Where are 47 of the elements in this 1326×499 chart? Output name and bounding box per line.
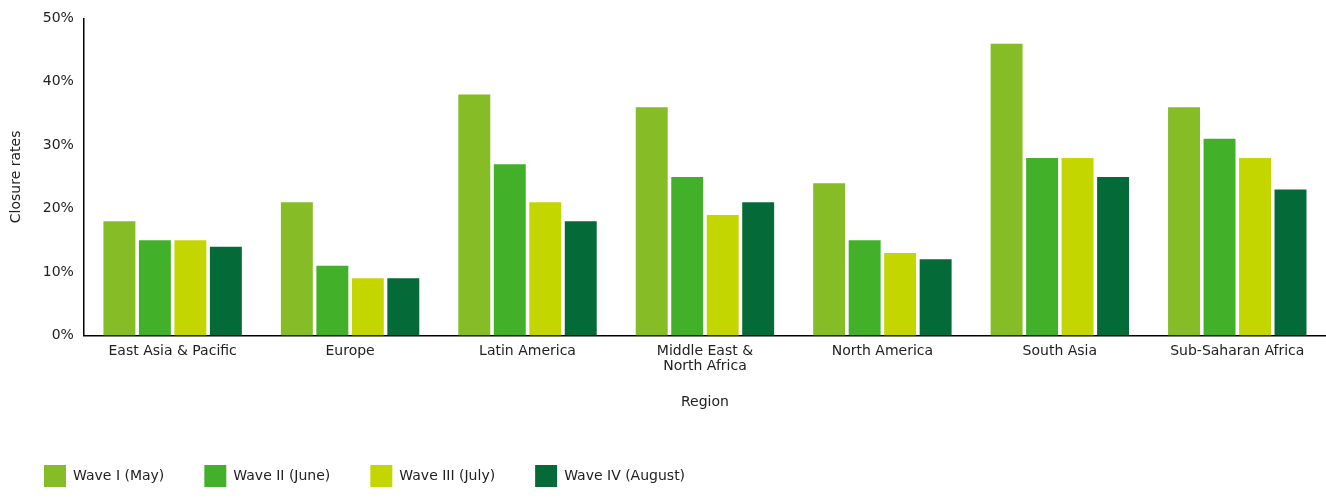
x-tick-label: South Asia — [1022, 341, 1098, 358]
y-tick-label: 30% — [42, 135, 74, 152]
bar — [351, 278, 384, 336]
bar — [848, 240, 881, 336]
bar — [1026, 157, 1059, 336]
bar — [280, 202, 313, 336]
bar — [138, 240, 171, 336]
bar — [1274, 189, 1307, 336]
legend-label: Wave II (June) — [233, 466, 331, 483]
legend-label: Wave III (July) — [399, 466, 496, 483]
bar — [1061, 157, 1094, 336]
bar — [742, 202, 775, 336]
x-axis-title: Region — [680, 393, 729, 410]
bar — [671, 176, 704, 336]
bar — [919, 259, 952, 336]
bar — [1239, 157, 1271, 336]
bar — [493, 164, 526, 336]
bar — [990, 43, 1023, 336]
legend-label: Wave I (May) — [73, 466, 165, 483]
bar — [1203, 138, 1236, 336]
bar — [174, 240, 207, 336]
bar — [316, 265, 349, 336]
bar — [635, 107, 668, 336]
bar — [387, 278, 420, 336]
legend-label: Wave IV (August) — [564, 466, 686, 483]
bar — [884, 252, 917, 336]
x-tick-label: Middle East & North Africa — [656, 341, 754, 374]
y-tick-label: 40% — [42, 72, 74, 89]
y-axis-title: Closure rates — [7, 130, 24, 224]
x-tick-label: North America — [831, 341, 934, 358]
y-tick-label: 20% — [42, 199, 74, 216]
bar — [1168, 107, 1201, 336]
y-tick-label: 10% — [42, 262, 74, 279]
bar — [529, 202, 562, 336]
bar — [103, 221, 136, 336]
x-tick-label: Europe — [325, 341, 375, 358]
bar — [458, 94, 491, 336]
bar — [813, 183, 846, 336]
bar — [1097, 176, 1130, 336]
x-tick-label: East Asia & Pacific — [108, 341, 237, 358]
bar — [564, 221, 597, 336]
y-tick-label: 50% — [42, 9, 74, 26]
y-tick-label: 0% — [51, 326, 74, 343]
bar — [209, 246, 242, 336]
bar — [706, 214, 739, 336]
x-tick-label: Sub-Saharan Africa — [1170, 341, 1305, 358]
x-tick-label: Latin America — [479, 341, 576, 358]
